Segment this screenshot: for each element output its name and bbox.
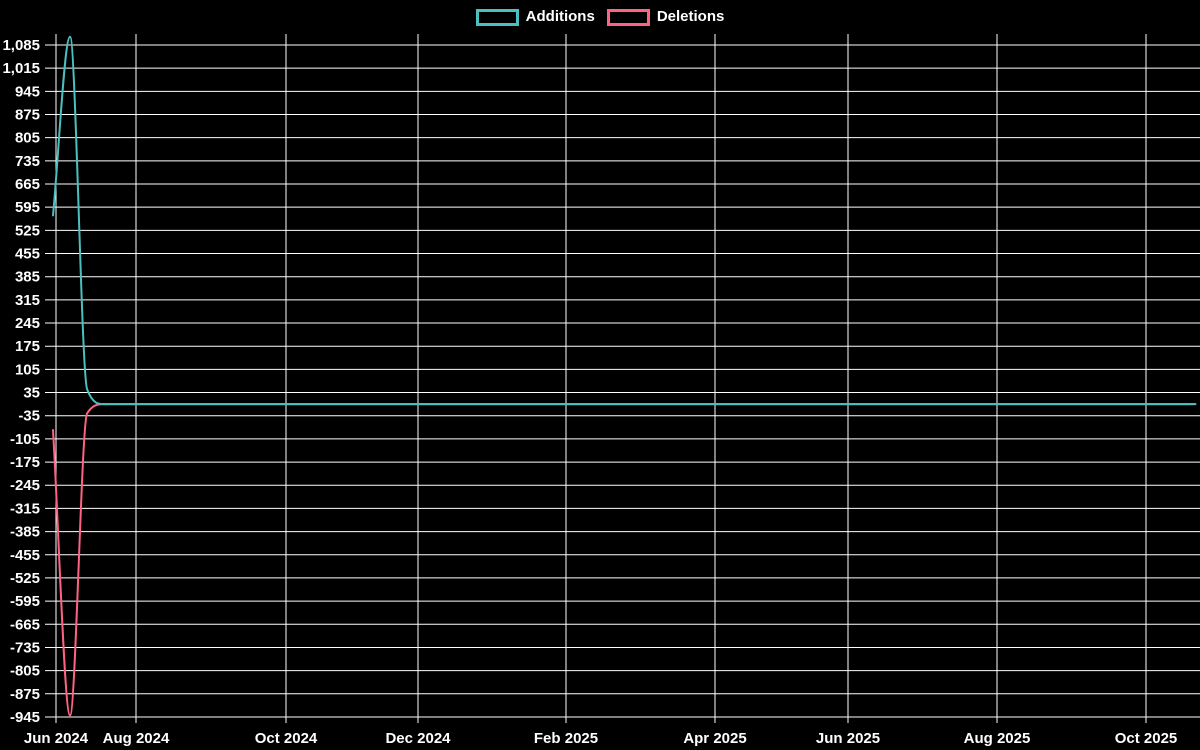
y-tick-label: -735 (10, 639, 40, 656)
y-tick-label: -665 (10, 616, 40, 633)
y-tick-label: 735 (15, 153, 40, 170)
y-tick-label: 385 (15, 269, 40, 286)
y-tick-label: 805 (15, 130, 40, 147)
y-tick-label: -175 (10, 454, 40, 471)
y-tick-label: 455 (15, 246, 40, 263)
legend-label-additions: Additions (525, 8, 595, 25)
y-tick-label: -105 (10, 431, 40, 448)
y-tick-label: 245 (15, 315, 40, 332)
legend-item-deletions[interactable]: Deletions (606, 8, 725, 26)
x-tick-label: Apr 2025 (683, 730, 746, 747)
y-tick-label: -245 (10, 477, 40, 494)
x-tick-label: Aug 2024 (103, 730, 170, 747)
x-tick-label: Jun 2025 (816, 730, 880, 747)
x-tick-label: Oct 2025 (1115, 730, 1178, 747)
additions-swatch-icon (475, 8, 519, 26)
y-tick-label: 525 (15, 222, 40, 239)
y-tick-label: 875 (15, 106, 40, 123)
y-tick-label: -385 (10, 524, 40, 541)
x-tick-label: Aug 2025 (964, 730, 1031, 747)
y-tick-label: -875 (10, 686, 40, 703)
legend-label-deletions: Deletions (656, 8, 725, 25)
y-tick-label: 105 (15, 361, 40, 378)
x-tick-label: Feb 2025 (534, 730, 598, 747)
additions-line (52, 35, 1197, 406)
y-tick-label: 1,015 (2, 60, 40, 77)
y-tick-label: 315 (15, 292, 40, 309)
y-tick-label: -455 (10, 547, 40, 564)
y-tick-label: -315 (10, 500, 40, 517)
legend-item-additions[interactable]: Additions (475, 8, 595, 26)
y-tick-label: 1,085 (2, 37, 40, 54)
y-tick-label: 945 (15, 83, 40, 100)
y-tick-label: -805 (10, 663, 40, 680)
x-tick-label: Oct 2024 (255, 730, 318, 747)
y-tick-label: 665 (15, 176, 40, 193)
deletions-line (52, 403, 1197, 717)
y-tick-label: 595 (15, 199, 40, 216)
x-tick-label: Jun 2024 (24, 730, 89, 747)
y-tick-label: 35 (23, 385, 40, 402)
y-tick-label: -35 (18, 408, 40, 425)
chart-legend: Additions Deletions (0, 8, 1200, 26)
deletions-swatch-icon (606, 8, 650, 26)
y-tick-label: 175 (15, 338, 40, 355)
x-tick-label: Dec 2024 (385, 730, 451, 747)
y-tick-label: -945 (10, 709, 40, 726)
y-tick-label: -595 (10, 593, 40, 610)
y-tick-label: -525 (10, 570, 40, 587)
